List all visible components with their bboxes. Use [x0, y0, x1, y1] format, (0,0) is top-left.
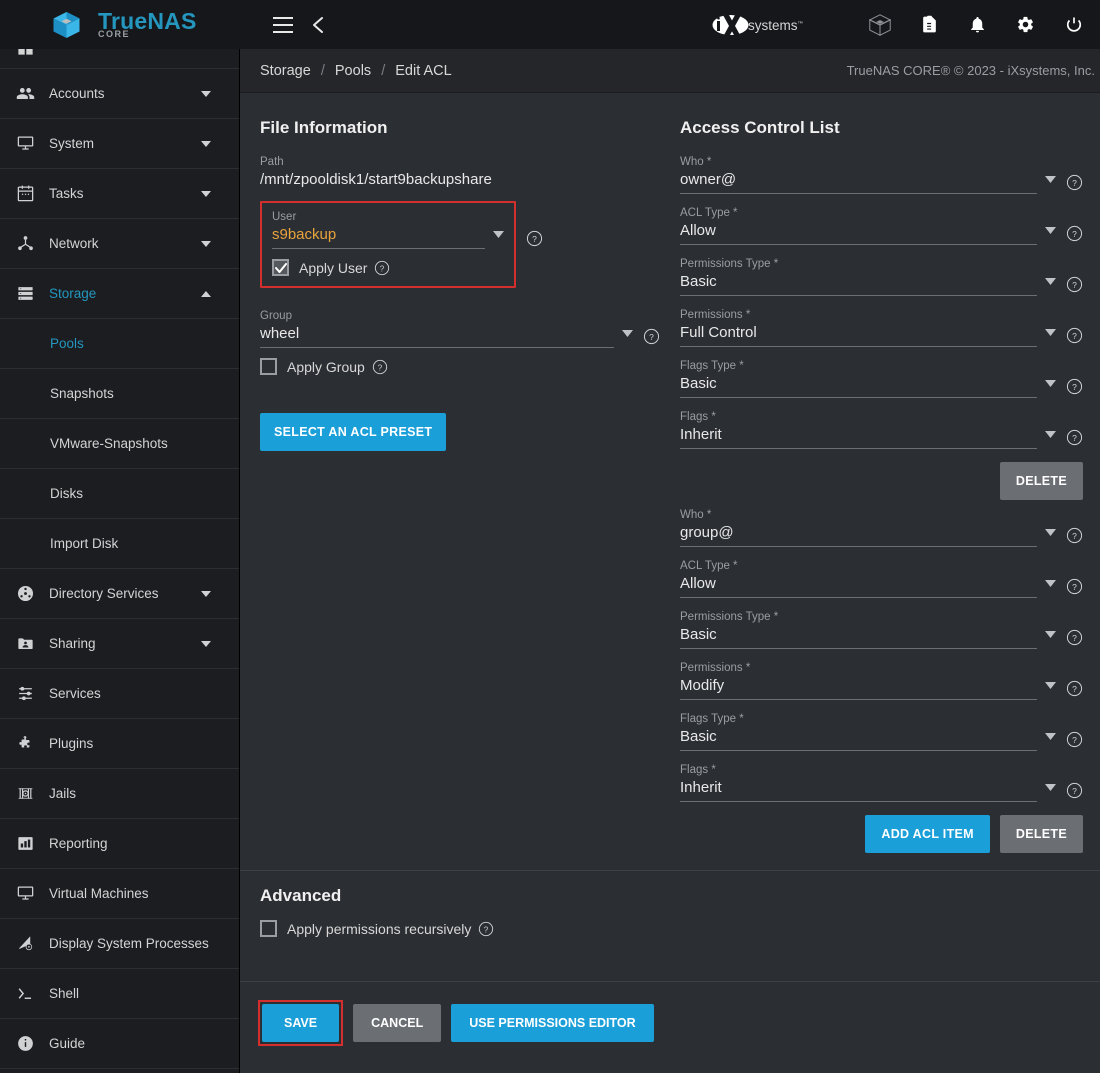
svg-text:?: ? — [1072, 433, 1077, 443]
svg-text:?: ? — [1072, 582, 1077, 592]
svg-text:?: ? — [378, 363, 383, 372]
svg-text:?: ? — [1072, 280, 1077, 290]
svg-text:?: ? — [649, 332, 654, 342]
svg-text:systems™: systems™ — [748, 18, 803, 33]
svg-text:?: ? — [1072, 331, 1077, 341]
svg-text:?: ? — [1072, 786, 1077, 796]
svg-text:?: ? — [1072, 229, 1077, 239]
svg-text:?: ? — [1072, 735, 1077, 745]
svg-text:?: ? — [1072, 382, 1077, 392]
svg-text:?: ? — [1072, 633, 1077, 643]
svg-text:?: ? — [1072, 684, 1077, 694]
svg-text:?: ? — [380, 264, 385, 273]
svg-text:?: ? — [1072, 531, 1077, 541]
svg-text:?: ? — [532, 234, 537, 244]
svg-text:?: ? — [1072, 178, 1077, 188]
svg-text:?: ? — [484, 925, 489, 934]
